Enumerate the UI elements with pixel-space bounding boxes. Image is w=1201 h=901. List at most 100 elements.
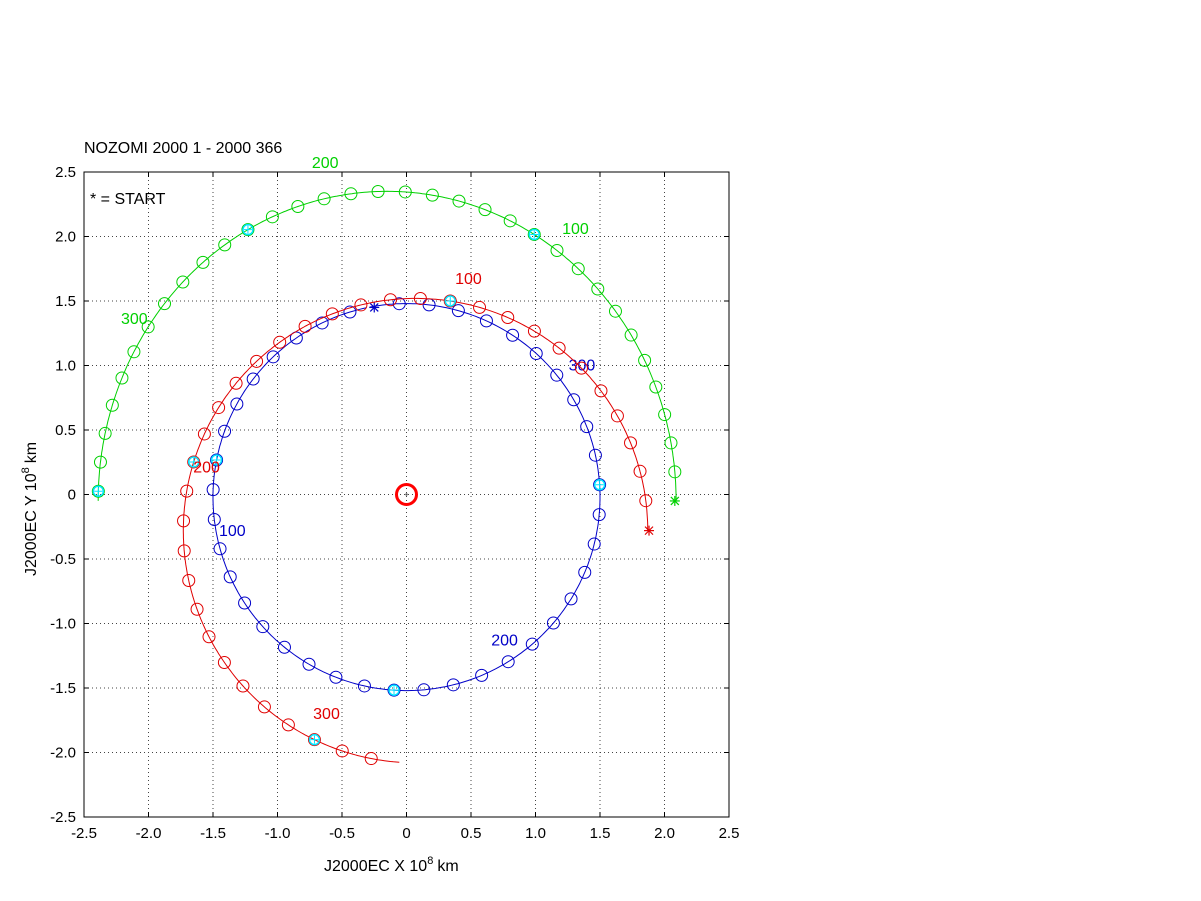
day-label: 100 [455,271,482,288]
daily-marker [567,393,581,407]
highlight-cross [390,686,399,695]
daily-marker [202,630,216,644]
chart-title: NOZOMI 2000 1 - 2000 366 [84,140,282,157]
highlight-cross [595,480,604,489]
sun-marker [395,483,418,506]
daily-marker [624,436,638,450]
highlight-marker [92,485,105,497]
x-tick-label: -2.5 [71,825,97,842]
highlight-cross [212,455,221,464]
daily-marker [246,372,260,386]
highlight-marker [444,295,457,307]
x-tick-label: -0.5 [329,825,355,842]
daily-marker [580,420,594,434]
daily-marker [177,514,191,528]
daily-marker [506,328,520,342]
daily-marker [639,494,653,508]
y-tick-label: 2.5 [55,164,76,181]
daily-marker [387,683,401,697]
daily-marker [473,300,487,314]
y-tick-label: 0 [68,487,76,504]
x-tick-label: -1.0 [265,825,291,842]
daily-marker [257,700,271,714]
daily-marker [649,380,663,394]
day-label: 100 [219,523,246,540]
daily-marker [343,305,357,319]
daily-marker [550,243,564,257]
daily-marker [289,331,303,345]
daily-marker [452,194,466,208]
x-tick-label: 2.5 [719,825,740,842]
daily-marker [529,347,543,361]
daily-marker [207,512,221,526]
daily-marker [571,262,585,276]
daily-marker [329,670,343,684]
daily-marker [574,361,588,375]
daily-marker [425,188,439,202]
x-axis-label: J2000EC X 108 km [324,855,459,875]
highlight-marker [388,684,400,696]
daily-marker [187,455,201,469]
daily-marker [281,718,295,732]
x-tick-label: -2.0 [136,825,162,842]
daily-marker [302,657,316,671]
start-star-marker [669,495,680,506]
orbit-series: 100 200 300 [177,271,655,766]
daily-marker [127,345,141,359]
daily-marker [141,320,155,334]
day-label: 300 [313,706,340,723]
y-tick-label: -2.0 [50,745,76,762]
orbit-line [182,297,649,763]
start-star-marker [644,525,655,536]
daily-marker [501,655,515,669]
y-tick-label: -0.5 [50,551,76,568]
highlight-cross [189,457,198,466]
sun-center-dot [405,493,408,496]
highlight-cross [530,230,539,239]
start-legend: * = START [90,191,166,208]
daily-marker [218,238,232,252]
daily-marker [230,397,244,411]
daily-marker [591,282,605,296]
day-label: 200 [193,460,220,477]
daily-marker [588,448,602,462]
y-tick-label: 1.5 [55,293,76,310]
highlight-marker [593,479,606,491]
daily-marker [594,384,608,398]
daily-marker [213,542,227,556]
highlight-marker [242,223,254,236]
day-label: 200 [312,155,339,172]
daily-marker [610,409,624,423]
daily-marker [638,353,652,367]
daily-marker [250,354,264,368]
daily-marker [354,298,368,312]
daily-marker [658,408,672,422]
daily-marker [479,314,493,328]
daily-marker [218,424,232,438]
y-tick-label: -1.5 [50,680,76,697]
x-tick-label: 2.0 [654,825,675,842]
daily-marker [587,537,601,551]
daily-marker [413,291,427,305]
x-tick-label: 1.0 [525,825,546,842]
daily-marker [664,436,678,450]
daily-marker [291,200,305,214]
daily-marker [91,484,105,498]
daily-marker [398,185,412,199]
daily-marker [668,465,682,479]
daily-marker [552,341,566,355]
daily-marker [256,620,270,634]
daily-marker [364,752,378,766]
daily-marker [451,304,465,318]
daily-marker [315,316,329,330]
day-label: 300 [121,311,148,328]
daily-marker [335,744,349,758]
daily-marker [503,214,517,228]
daily-marker [417,683,431,697]
day-label: 100 [562,221,589,238]
day-label: 200 [491,632,518,649]
daily-marker [307,733,321,747]
daily-marker [115,371,129,385]
daily-marker [443,294,457,308]
